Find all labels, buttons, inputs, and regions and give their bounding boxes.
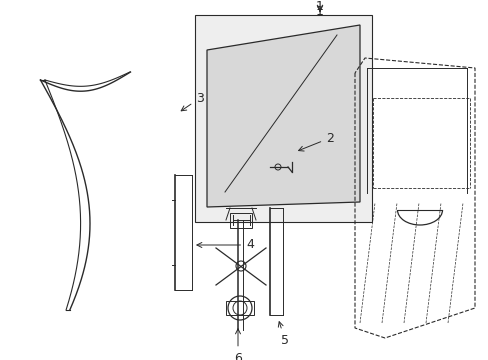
Text: 3: 3 [181, 91, 203, 111]
Bar [225, 301, 253, 315]
Text: 1: 1 [315, 0, 323, 13]
Bar [229, 213, 251, 228]
Text: 1: 1 [315, 5, 323, 18]
Polygon shape [206, 25, 359, 207]
Text: 5: 5 [278, 322, 288, 346]
Text: 4: 4 [197, 238, 253, 252]
Text: 2: 2 [298, 131, 333, 151]
Bar [195, 15, 371, 222]
Text: 6: 6 [234, 329, 242, 360]
